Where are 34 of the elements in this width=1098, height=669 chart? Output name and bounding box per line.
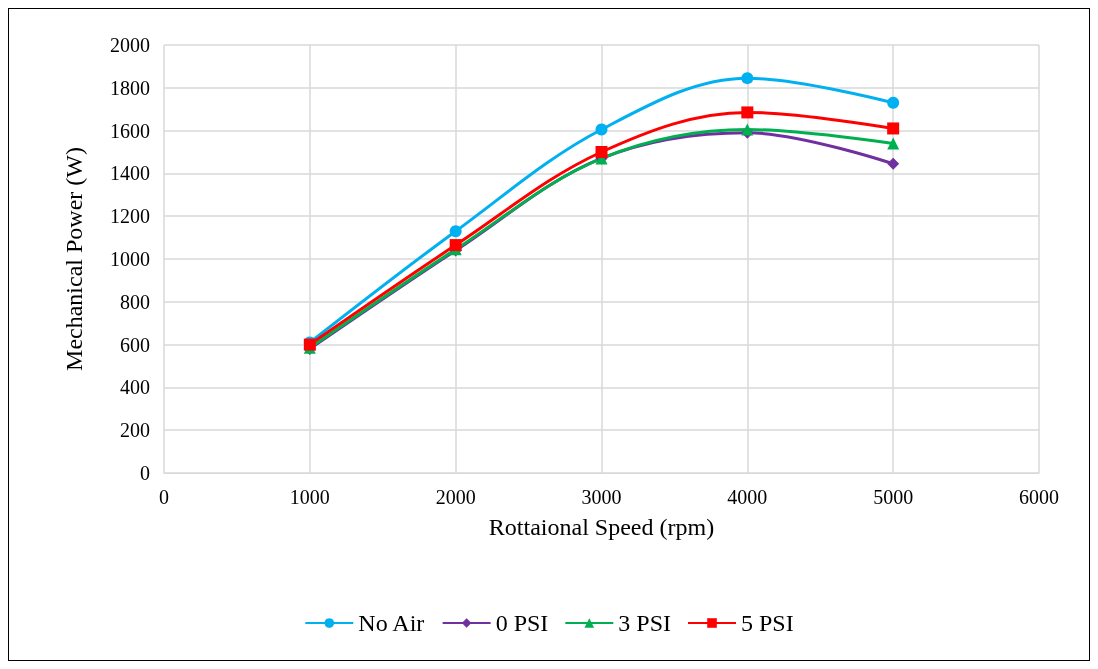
x-tick-label: 4000 bbox=[727, 486, 768, 508]
y-tick-label: 600 bbox=[120, 333, 150, 356]
point bbox=[449, 239, 462, 252]
point bbox=[887, 157, 900, 170]
y-tick-label: 1800 bbox=[110, 76, 150, 99]
x-tick-label: 3000 bbox=[581, 486, 622, 508]
x-tick-label: 5000 bbox=[873, 486, 914, 508]
y-axis-title: Mechanical Power (W) bbox=[61, 147, 87, 371]
point bbox=[887, 137, 900, 150]
point bbox=[887, 122, 900, 135]
point bbox=[595, 123, 608, 136]
point bbox=[887, 96, 900, 109]
y-tick-label: 1600 bbox=[110, 119, 150, 142]
x-tick-label: 6000 bbox=[1019, 486, 1059, 508]
y-tick-label: 200 bbox=[120, 419, 150, 442]
y-tick-label: 1400 bbox=[110, 162, 150, 185]
point bbox=[449, 225, 462, 238]
y-tick-label: 2000 bbox=[110, 34, 150, 56]
x-tick-label: 2000 bbox=[435, 486, 476, 508]
y-tick-label: 1200 bbox=[110, 205, 150, 228]
y-tick-label: 400 bbox=[120, 376, 150, 399]
point bbox=[741, 72, 754, 85]
point bbox=[741, 106, 754, 119]
x-axis-title: Rottaional Speed (rpm) bbox=[488, 514, 715, 540]
legend-label: 3 PSI bbox=[618, 610, 672, 636]
y-tick-label: 0 bbox=[140, 462, 150, 484]
y-tick-label: 1000 bbox=[110, 248, 150, 270]
point bbox=[595, 146, 608, 158]
legend-label: 5 PSI bbox=[741, 610, 794, 636]
y-tick-label: 800 bbox=[120, 290, 150, 313]
legend-label: 0 PSI bbox=[495, 610, 549, 636]
x-tick-label: 0 bbox=[159, 486, 169, 508]
legend-label: No Air bbox=[358, 610, 425, 636]
x-tick-label: 1000 bbox=[289, 486, 330, 508]
